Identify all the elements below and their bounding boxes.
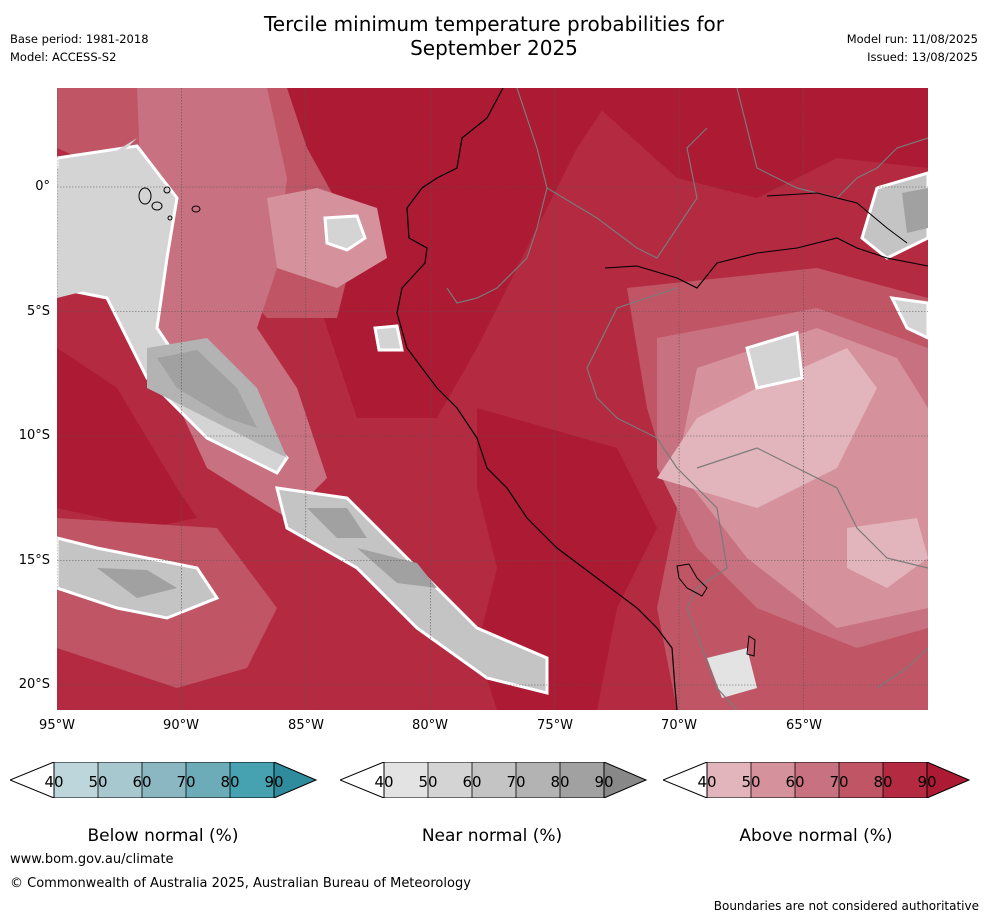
country-border (696, 447, 928, 569)
country-border (876, 647, 928, 689)
lat-label-5s: 5°S (26, 304, 50, 319)
base-period-label: Base period: 1981-2018 (10, 32, 149, 46)
above-tick-90: 90 (917, 773, 937, 791)
river (766, 192, 908, 244)
country-border (586, 287, 738, 710)
above-tick-80: 80 (873, 773, 893, 791)
lon-label-95w: 95°W (39, 718, 75, 733)
lat-label-20s: 20°S (18, 677, 50, 692)
country-border (546, 127, 708, 259)
lon-label-75w: 75°W (537, 718, 573, 733)
above-normal-title: Above normal (%) (739, 826, 893, 846)
galapagos-islands (138, 186, 201, 221)
near-tick-60: 60 (462, 773, 482, 791)
near-tick-40: 40 (374, 773, 394, 791)
near-normal-40-region (707, 648, 757, 698)
below-tick-40: 40 (44, 773, 64, 791)
disclaimer-text: Boundaries are not considered authoritat… (713, 899, 979, 913)
above-tick-70: 70 (829, 773, 849, 791)
near-normal-80-region (357, 548, 437, 588)
near-normal-title: Near normal (%) (421, 826, 563, 846)
model-label: Model: ACCESS-S2 (10, 50, 117, 64)
map-title-line1: Tercile minimum temperature probabilitie… (263, 12, 725, 36)
below-tick-70: 70 (176, 773, 196, 791)
near-normal-region (57, 138, 137, 298)
lon-label-65w: 65°W (786, 718, 822, 733)
below-tick-80: 80 (220, 773, 240, 791)
near-normal-colorbar (340, 762, 648, 798)
dark-red-region (277, 88, 617, 418)
below-tick-50: 50 (88, 773, 108, 791)
red-40-region (847, 518, 928, 588)
below-tick-60: 60 (132, 773, 152, 791)
lake-titicaca (676, 563, 708, 597)
amazon-river (604, 237, 928, 289)
graticule (57, 88, 928, 710)
above-normal-colorbar (663, 762, 971, 798)
dark-red-region (477, 408, 657, 710)
lon-label-90w: 90°W (163, 718, 199, 733)
near-normal-region (745, 331, 804, 390)
lat-label-0: 0° (35, 179, 50, 194)
near-tick-80: 80 (550, 773, 570, 791)
near-tick-90: 90 (594, 773, 614, 791)
coastline (396, 88, 678, 710)
lon-label-85w: 85°W (288, 718, 324, 733)
issued-label: Issued: 13/08/2025 (867, 50, 978, 64)
copyright-text: © Commonwealth of Australia 2025, Austra… (10, 876, 471, 891)
near-normal-80-region (307, 508, 367, 538)
near-tick-50: 50 (418, 773, 438, 791)
lon-label-80w: 80°W (412, 718, 448, 733)
map-canvas (57, 88, 928, 710)
dark-red-region (577, 88, 928, 198)
above-tick-40: 40 (697, 773, 717, 791)
near-normal-region (889, 296, 928, 340)
map-title-line2: September 2025 (410, 36, 578, 60)
red-40-region (657, 348, 877, 508)
below-tick-90: 90 (264, 773, 284, 791)
above-tick-50: 50 (741, 773, 761, 791)
near-normal-80-region (902, 188, 928, 233)
near-tick-70: 70 (506, 773, 526, 791)
near-normal-region (323, 214, 367, 252)
above-tick-60: 60 (785, 773, 805, 791)
country-border (446, 88, 548, 304)
website-link[interactable]: www.bom.gov.au/climate (10, 852, 174, 867)
map-title: Tercile minimum temperature probabilitie… (0, 12, 988, 60)
lat-label-15s: 15°S (18, 553, 50, 568)
below-normal-colorbar (10, 762, 318, 798)
lat-label-10s: 10°S (18, 428, 50, 443)
dark-red-region (57, 348, 197, 528)
near-normal-region (373, 324, 404, 352)
probability-map[interactable] (57, 88, 928, 710)
near-normal-region (275, 486, 549, 695)
lake (746, 635, 756, 657)
lon-label-70w: 70°W (661, 718, 697, 733)
near-normal-80-region (157, 350, 257, 428)
near-normal-80-region (97, 568, 177, 598)
below-normal-title: Below normal (%) (87, 826, 239, 846)
model-run-label: Model run: 11/08/2025 (846, 32, 978, 46)
